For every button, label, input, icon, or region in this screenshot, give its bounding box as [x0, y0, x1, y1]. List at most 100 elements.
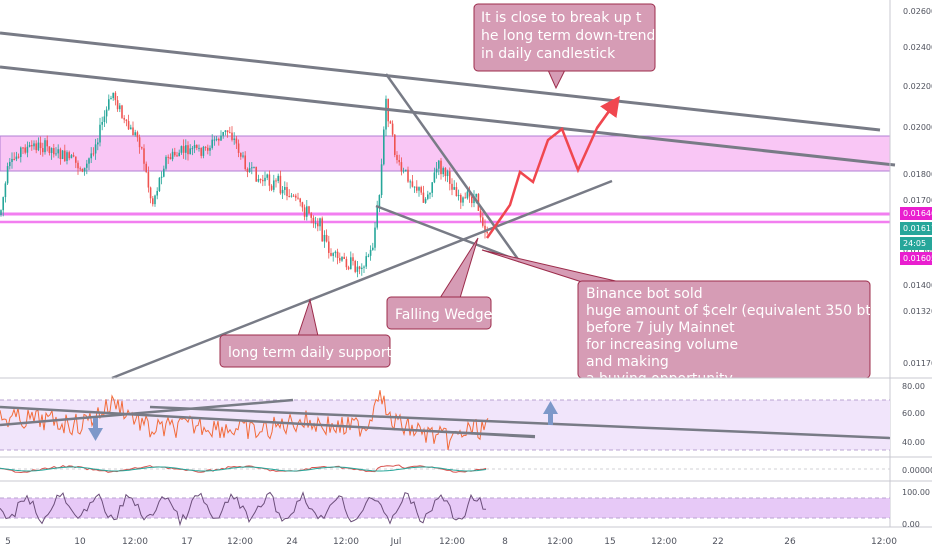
candle-body [292, 195, 295, 197]
price-tag [900, 207, 932, 220]
candle-body [310, 213, 312, 218]
candle-body [112, 92, 114, 99]
candle-body [444, 168, 447, 177]
time-tick-label: 12:00 [227, 537, 253, 547]
candle-body [332, 253, 334, 256]
wedge-note-text: Falling Wedge [395, 307, 492, 323]
candle-body [235, 138, 238, 144]
candle-body [262, 179, 264, 182]
candle-body [75, 156, 77, 163]
candle-body [185, 145, 187, 153]
candle-body [433, 172, 436, 183]
candle-body [306, 206, 308, 217]
candle-body [187, 145, 189, 155]
candle-body [244, 155, 246, 170]
candle-body [224, 130, 227, 132]
candle-body [330, 252, 332, 256]
time-tick-label: 22 [712, 537, 723, 547]
binance-note-line-2: huge amount of $celr (equivalent 350 btc… [586, 303, 884, 319]
candle-body [290, 195, 293, 197]
candle-body [409, 181, 411, 183]
price-tag-label: 24:05 [903, 239, 926, 248]
candle-body [350, 257, 352, 270]
candle-body [110, 98, 112, 100]
candle-body [422, 192, 425, 203]
time-tick-label: 24 [286, 537, 298, 547]
time-tick-label: 17 [181, 537, 192, 547]
candle-body [328, 241, 330, 253]
binance-note-line-4: for increasing volume [586, 337, 738, 353]
breakout-projection [485, 99, 619, 239]
candle-body [413, 186, 416, 188]
candle-body [396, 154, 398, 161]
candle-body [369, 249, 372, 256]
candle-body [99, 124, 101, 143]
candle-body [449, 171, 451, 184]
candle-body [400, 162, 403, 172]
candle-body [116, 100, 119, 110]
support-note: long term daily support [219, 298, 393, 368]
candle-body [213, 139, 216, 141]
candle-body [259, 179, 262, 181]
candle-body [361, 267, 363, 270]
oscillator-tick-label: 100.00 [902, 488, 930, 497]
time-tick-label: 12:00 [547, 537, 573, 547]
candle-body [391, 123, 394, 135]
candle-body [22, 147, 24, 149]
candle-body [209, 147, 211, 151]
candle-body [301, 202, 304, 208]
candle-body [68, 152, 70, 159]
candle-body [473, 196, 475, 204]
candle-body [389, 121, 392, 124]
candle-body [72, 155, 75, 157]
candle-body [308, 206, 310, 214]
candle-body [431, 182, 433, 193]
candle-body [167, 156, 169, 158]
candle-body [284, 187, 286, 190]
price-tag [900, 222, 932, 235]
candle-body [178, 152, 180, 157]
candle-body [61, 150, 64, 159]
candle-body [451, 183, 453, 190]
candle-body [255, 166, 257, 182]
candle-body [279, 175, 282, 194]
candle-body [50, 148, 53, 154]
candle-body [35, 143, 37, 151]
candle-body [48, 146, 51, 154]
candle-body [220, 135, 222, 141]
candle-body [37, 142, 40, 151]
candle-body [189, 148, 191, 155]
candle-body [90, 153, 92, 159]
candle-body [196, 145, 198, 148]
candle-body [246, 169, 249, 173]
candle-body [317, 223, 319, 227]
trend-lines [0, 31, 896, 380]
candle-body [352, 257, 354, 261]
macd-signal-line [0, 466, 487, 472]
rsi-trend-3 [149, 405, 891, 440]
candle-body [141, 147, 143, 149]
rsi-line [0, 390, 489, 451]
candle-body [429, 192, 431, 195]
candle-body [367, 255, 370, 257]
candle-body [411, 181, 414, 187]
time-tick-label: 26 [784, 537, 796, 547]
candle-body [147, 171, 150, 188]
candle-body [475, 193, 477, 197]
candle-body [66, 152, 68, 161]
support-line [111, 179, 613, 380]
time-tick-label: 12:00 [651, 537, 677, 547]
wedge-lower [375, 204, 523, 264]
resistance-zone [0, 135, 891, 172]
candle-body [143, 148, 145, 164]
candle-body [149, 187, 152, 199]
price-tag-label: 0.01617 [903, 224, 932, 233]
candle-body [15, 156, 18, 160]
candle-body [211, 139, 213, 148]
